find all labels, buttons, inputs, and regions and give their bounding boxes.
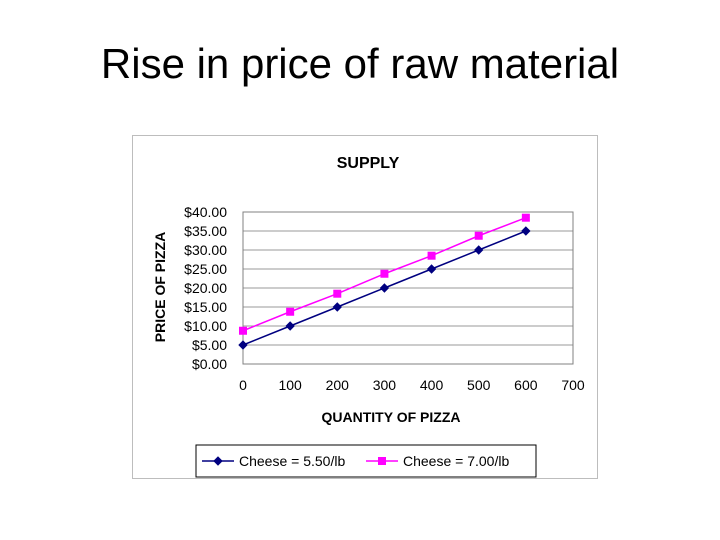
x-tick-label: 500 xyxy=(467,377,491,393)
y-tick-label: $20.00 xyxy=(184,280,227,296)
data-point-series-1 xyxy=(332,302,342,312)
x-tick-label: 700 xyxy=(561,377,585,393)
x-tick-label: 0 xyxy=(239,377,247,393)
x-tick-label: 400 xyxy=(420,377,444,393)
supply-chart: SUPPLY PRICE OF PIZZA QUANTITY OF PIZZA … xyxy=(152,155,585,478)
chart-frame: SUPPLY PRICE OF PIZZA QUANTITY OF PIZZA … xyxy=(132,135,598,479)
y-axis-label: PRICE OF PIZZA xyxy=(152,232,168,342)
data-point-series-2 xyxy=(521,213,530,222)
data-point-series-2 xyxy=(239,326,247,335)
data-point-series-2 xyxy=(474,231,483,240)
legend-label: Cheese = 5.50/lb xyxy=(239,453,345,469)
data-point-series-1 xyxy=(379,283,390,293)
x-tick-label: 600 xyxy=(514,377,538,393)
data-point-series-1 xyxy=(285,321,295,331)
legend-label: Cheese = 7.00/lb xyxy=(403,453,509,469)
y-tick-label: $10.00 xyxy=(184,318,227,334)
data-point-series-2 xyxy=(333,289,342,298)
y-tick-label: $5.00 xyxy=(192,337,227,353)
y-tick-label: $30.00 xyxy=(184,242,227,258)
x-tick-label: 100 xyxy=(278,377,302,393)
data-point-series-2 xyxy=(286,307,295,316)
plot-border xyxy=(242,211,574,365)
data-point-series-2 xyxy=(427,251,436,260)
data-point-series-1 xyxy=(521,226,531,236)
y-tick-label: $25.00 xyxy=(184,261,227,277)
y-tick-label: $35.00 xyxy=(184,223,227,239)
y-tick-label: $40.00 xyxy=(184,204,227,220)
data-point-series-1 xyxy=(238,340,248,350)
y-tick-label: $0.00 xyxy=(192,356,227,372)
data-point-series-2 xyxy=(380,269,389,278)
x-tick-label: 200 xyxy=(326,377,350,393)
x-tick-label: 300 xyxy=(373,377,397,393)
legend: Cheese = 5.50/lb Cheese = 7.00/lb xyxy=(195,444,537,478)
legend-swatch-marker xyxy=(378,457,386,465)
plot-area: $0.00 $5.00 $10.00 $15.00 $20.00 $25.00 $30.00… xyxy=(184,204,585,393)
slide-title: Rise in price of raw material xyxy=(100,40,620,87)
data-point-series-1 xyxy=(426,264,437,274)
data-point-series-1 xyxy=(474,245,484,255)
x-axis-label: QUANTITY OF PIZZA xyxy=(322,409,461,425)
y-tick-label: $15.00 xyxy=(184,299,227,315)
chart-title: SUPPLY xyxy=(337,155,400,172)
legend-swatch-marker xyxy=(213,456,223,466)
